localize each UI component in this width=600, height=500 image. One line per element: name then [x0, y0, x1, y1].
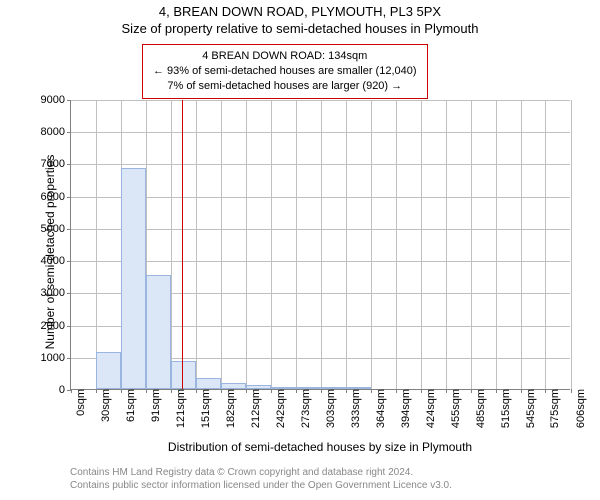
- gridline-x: [321, 100, 322, 389]
- annotation-line1: 4 BREAN DOWN ROAD: 134sqm: [153, 49, 417, 64]
- y-axis-label: Number of semi-detached properties: [43, 122, 57, 382]
- xtick-label: 545sqm: [521, 389, 537, 428]
- histogram-bar: [221, 383, 246, 389]
- xtick-label: 303sqm: [321, 389, 337, 428]
- ytick-label: 0: [59, 384, 71, 396]
- gridline-x: [171, 100, 172, 389]
- xtick-label: 61sqm: [121, 389, 137, 422]
- xtick-label: 424sqm: [421, 389, 437, 428]
- xtick-label: 394sqm: [396, 389, 412, 428]
- chart-plot-area: 01000200030004000500060007000800090000sq…: [70, 100, 570, 390]
- x-axis-label: Distribution of semi-detached houses by …: [70, 440, 570, 454]
- ytick-label: 9000: [41, 94, 71, 106]
- gridline-x: [196, 100, 197, 389]
- xtick-label: 0sqm: [71, 389, 87, 416]
- xtick-label: 91sqm: [146, 389, 162, 422]
- xtick-label: 242sqm: [271, 389, 287, 428]
- histogram-bar: [146, 275, 171, 389]
- xtick-label: 273sqm: [296, 389, 312, 428]
- histogram-bar: [271, 387, 297, 389]
- xtick-label: 30sqm: [96, 389, 112, 422]
- histogram-bar: [171, 361, 196, 389]
- gridline-x: [471, 100, 472, 389]
- gridline-x: [571, 100, 572, 389]
- gridline-x: [396, 100, 397, 389]
- annotation-line2: ← 93% of semi-detached houses are smalle…: [153, 64, 417, 79]
- chart-title-line1: 4, BREAN DOWN ROAD, PLYMOUTH, PL3 5PX: [0, 4, 600, 19]
- xtick-label: 333sqm: [346, 389, 362, 428]
- gridline-x: [346, 100, 347, 389]
- chart-title-line2: Size of property relative to semi-detach…: [0, 21, 600, 36]
- gridline-x: [521, 100, 522, 389]
- property-marker-line: [182, 100, 183, 389]
- gridline-x: [221, 100, 222, 389]
- footer-attribution: Contains HM Land Registry data © Crown c…: [70, 466, 452, 492]
- xtick-label: 455sqm: [446, 389, 462, 428]
- histogram-bar: [246, 385, 271, 389]
- annotation-box: 4 BREAN DOWN ROAD: 134sqm ← 93% of semi-…: [142, 44, 428, 99]
- histogram-bar: [96, 352, 122, 389]
- histogram-bar: [346, 387, 372, 389]
- histogram-bar: [121, 168, 146, 389]
- annotation-line3: 7% of semi-detached houses are larger (9…: [153, 79, 417, 94]
- xtick-label: 121sqm: [171, 389, 187, 428]
- gridline-x: [271, 100, 272, 389]
- footer-line2: Contains public sector information licen…: [70, 479, 452, 492]
- gridline-x: [296, 100, 297, 389]
- gridline-x: [246, 100, 247, 389]
- xtick-label: 575sqm: [545, 389, 561, 428]
- gridline-x: [496, 100, 497, 389]
- xtick-label: 212sqm: [246, 389, 262, 428]
- xtick-label: 485sqm: [471, 389, 487, 428]
- gridline-x: [96, 100, 97, 389]
- xtick-label: 606sqm: [571, 389, 587, 428]
- histogram-bar: [321, 387, 346, 389]
- gridline-x: [421, 100, 422, 389]
- gridline-x: [545, 100, 546, 389]
- xtick-label: 151sqm: [196, 389, 212, 428]
- xtick-label: 182sqm: [221, 389, 237, 428]
- gridline-x: [371, 100, 372, 389]
- histogram-bar: [296, 387, 321, 389]
- histogram-bar: [196, 378, 222, 389]
- xtick-label: 515sqm: [496, 389, 512, 428]
- footer-line1: Contains HM Land Registry data © Crown c…: [70, 466, 452, 479]
- xtick-label: 364sqm: [371, 389, 387, 428]
- gridline-x: [446, 100, 447, 389]
